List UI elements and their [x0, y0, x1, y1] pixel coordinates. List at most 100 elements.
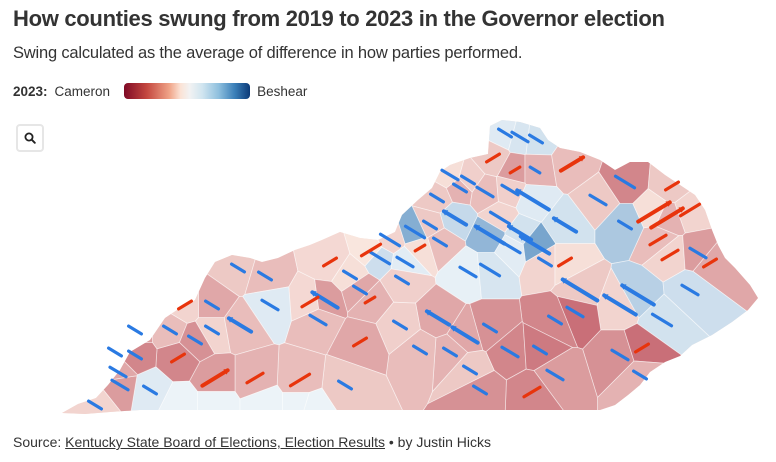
- arrow-head: [474, 225, 481, 231]
- swing-arrow-cameron: [288, 372, 312, 388]
- swing-arrow-beshear: [458, 265, 478, 279]
- swing-arrow-beshear: [429, 192, 445, 204]
- swing-arrow-beshear: [510, 130, 530, 144]
- swing-arrow-beshear: [257, 270, 273, 282]
- swing-arrow-beshear: [613, 174, 637, 190]
- swing-arrow-beshear: [488, 210, 512, 226]
- arrow-head: [227, 317, 234, 323]
- swing-arrow-cameron: [177, 299, 193, 311]
- swing-arrow-beshear: [392, 319, 408, 331]
- swing-arrow-beshear: [412, 344, 428, 356]
- county-shape[interactable]: [40, 110, 153, 343]
- swing-arrow-cameron: [556, 256, 574, 268]
- swing-arrow-beshear: [527, 133, 545, 145]
- map-zoom-button[interactable]: [16, 124, 44, 152]
- county-shape[interactable]: [504, 368, 572, 420]
- swing-arrow-beshear: [500, 183, 520, 197]
- swing-arrow-beshear: [475, 185, 495, 199]
- swing-arrow-beshear: [515, 188, 551, 212]
- county-shape[interactable]: [443, 110, 520, 151]
- swing-arrow-cameron: [200, 368, 230, 388]
- swing-arrow-beshear: [531, 344, 549, 356]
- swing-arrow-beshear: [422, 219, 438, 231]
- arrow-head: [561, 278, 567, 284]
- county-shape[interactable]: [197, 391, 241, 421]
- swing-arrow-cameron: [485, 152, 501, 164]
- legend-right-label: Beshear: [257, 83, 308, 99]
- swing-arrow-beshear: [310, 290, 340, 310]
- swing-arrow-beshear: [506, 224, 534, 242]
- arrow-head: [620, 284, 627, 290]
- swing-arrow-beshear: [204, 299, 220, 311]
- swing-arrow-beshear: [560, 277, 600, 303]
- swing-arrow-cameron: [359, 242, 383, 258]
- swing-arrow-beshear: [230, 262, 246, 274]
- swing-arrow-beshear: [518, 234, 552, 256]
- swing-arrow-beshear: [127, 324, 143, 336]
- swing-arrow-beshear: [545, 368, 565, 382]
- swing-arrow-beshear: [452, 182, 468, 194]
- arrow-head: [602, 294, 609, 300]
- swing-arrow-beshear: [352, 284, 368, 296]
- swing-arrow-beshear: [432, 236, 448, 248]
- county-shape[interactable]: [323, 119, 453, 214]
- swing-arrow-beshear: [551, 216, 579, 234]
- color-legend: 2023: Cameron Beshear: [13, 82, 307, 100]
- county-shape[interactable]: [244, 180, 299, 295]
- county-shape[interactable]: [493, 234, 526, 278]
- swing-arrow-beshear: [260, 298, 280, 312]
- arrow-head: [578, 156, 585, 162]
- arrow-head: [515, 189, 522, 195]
- source-credit: Source: Kentucky State Board of Election…: [13, 434, 491, 450]
- arrow-head: [223, 369, 230, 375]
- swing-arrow-beshear: [187, 334, 203, 346]
- county-shape[interactable]: [313, 110, 467, 189]
- arrow-head: [552, 217, 559, 223]
- source-prefix: Source:: [13, 434, 66, 450]
- swing-arrow-beshear: [500, 345, 520, 359]
- swing-arrow-beshear: [610, 348, 630, 362]
- swing-arrow-beshear: [472, 384, 488, 396]
- county-shape[interactable]: [282, 392, 310, 421]
- swing-arrow-cameron: [633, 342, 651, 354]
- swing-arrow-beshear: [616, 219, 634, 231]
- swing-arrow-beshear: [546, 314, 564, 326]
- swing-arrow-cameron: [245, 371, 265, 385]
- swing-arrow-cameron: [663, 180, 681, 192]
- swing-arrow-beshear: [502, 241, 522, 255]
- swing-arrow-beshear: [342, 269, 358, 281]
- county-shape[interactable]: [674, 126, 776, 234]
- swing-arrow-beshear: [440, 168, 460, 182]
- county-shape[interactable]: [308, 110, 406, 255]
- source-link[interactable]: Kentucky State Board of Elections, Elect…: [65, 434, 385, 450]
- swing-arrow-beshear: [86, 399, 104, 411]
- swing-arrow-cameron: [678, 202, 702, 218]
- swing-arrow-cameron: [170, 352, 186, 364]
- legend-color-ramp: [124, 83, 251, 99]
- swing-arrow-beshear: [450, 325, 480, 345]
- swing-arrow-beshear: [127, 349, 143, 361]
- arrow-head: [665, 201, 672, 207]
- swing-arrow-beshear: [460, 174, 476, 186]
- arrow-head: [507, 225, 514, 231]
- county-shape[interactable]: [56, 110, 199, 324]
- swing-arrow-beshear: [142, 384, 158, 396]
- swing-arrow-cameron: [300, 295, 320, 309]
- swing-arrow-beshear: [688, 246, 708, 260]
- swing-arrow-beshear: [680, 283, 700, 297]
- kentucky-county-map[interactable]: [0, 110, 776, 420]
- swing-arrow-beshear: [368, 250, 392, 266]
- swing-arrow-beshear: [424, 309, 452, 327]
- page-title: How counties swung from 2019 to 2023 in …: [13, 6, 665, 31]
- swing-arrow-beshear: [650, 312, 674, 328]
- county-shape[interactable]: [87, 110, 279, 297]
- swing-arrow-beshear: [536, 256, 554, 268]
- swing-arrow-beshear: [204, 324, 220, 336]
- county-shape[interactable]: [525, 110, 584, 156]
- swing-arrow-beshear: [308, 313, 328, 327]
- swing-arrow-beshear: [473, 224, 507, 246]
- swing-arrow-cameron: [322, 256, 338, 268]
- byline: by Justin Hicks: [397, 434, 492, 450]
- swing-arrow-beshear: [588, 193, 608, 207]
- arrow-head: [310, 291, 317, 297]
